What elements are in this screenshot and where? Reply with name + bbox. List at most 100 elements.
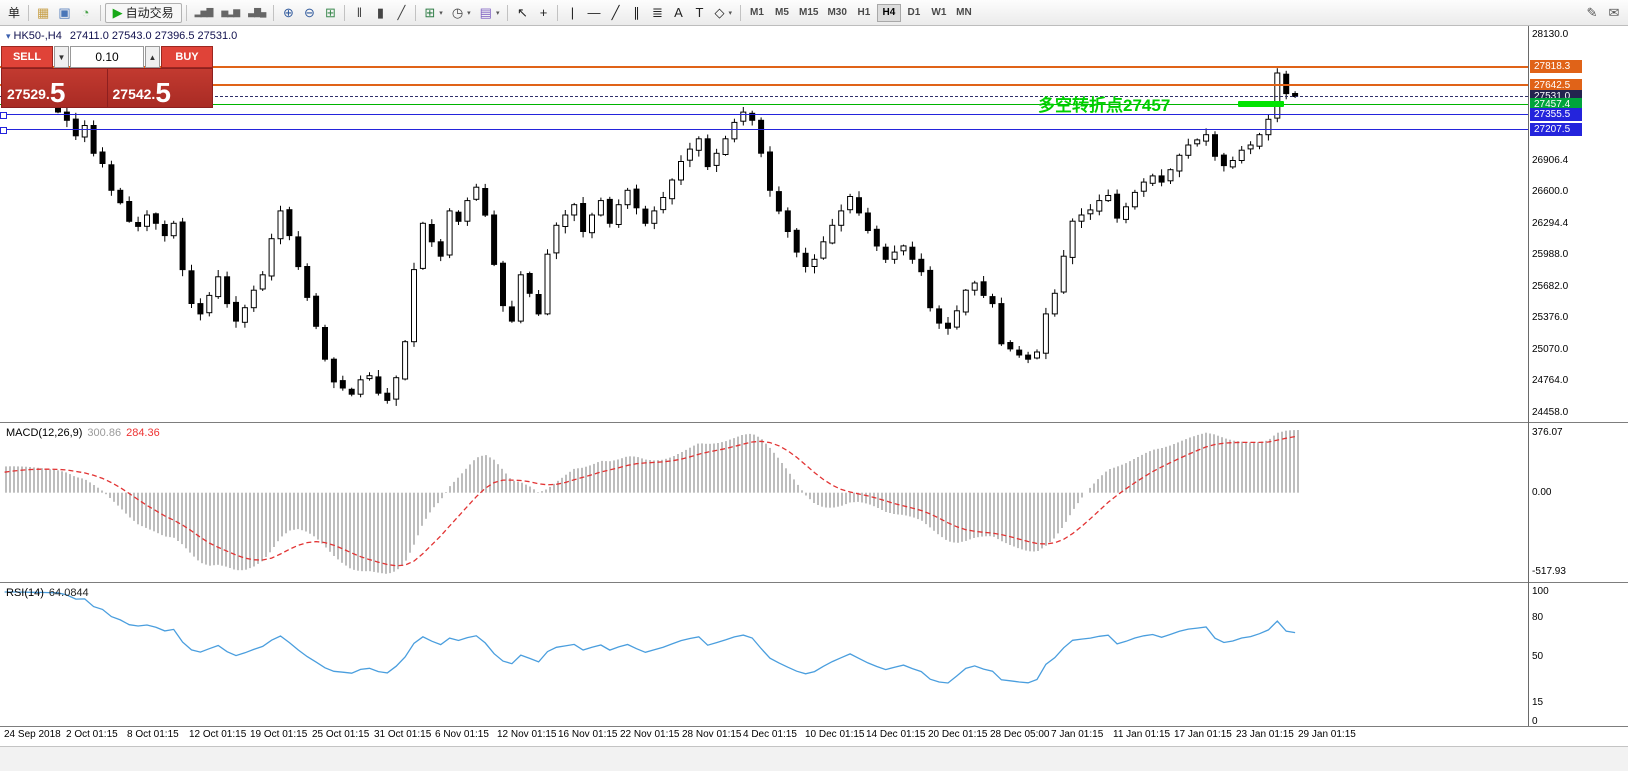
indicator-window-button[interactable]: ▅▂▆: [217, 3, 243, 23]
new-order-button[interactable]: 单: [4, 3, 24, 23]
buy-price[interactable]: 27542. 5: [106, 69, 213, 109]
price-level-badge: 27457.4: [1530, 98, 1582, 111]
objects-list-button[interactable]: ▃▇▄: [244, 3, 269, 23]
toolbar-separator: [740, 4, 741, 21]
template-selector-button[interactable]: ▤ ▾: [476, 3, 504, 23]
date-label: 29 Jan 01:15: [1298, 729, 1356, 740]
line-handle[interactable]: [0, 112, 7, 119]
date-label: 28 Dec 05:00: [990, 729, 1050, 740]
text-label-tool-button[interactable]: T: [689, 3, 709, 23]
horizontal-level-line[interactable]: [0, 103, 1528, 105]
volume-input[interactable]: [70, 46, 144, 68]
timeframe-w1-button[interactable]: W1: [927, 4, 951, 22]
horizontal-level-line[interactable]: [0, 129, 1528, 131]
bar-chart-mode-button[interactable]: ‖: [349, 3, 369, 23]
timeframe-mn-button[interactable]: MN: [952, 4, 976, 22]
message-button[interactable]: ✉: [1604, 3, 1624, 23]
horizontal-level-line[interactable]: [0, 84, 1528, 86]
compose-button[interactable]: ✎: [1582, 3, 1602, 23]
annotation-text[interactable]: 多空转折点27457: [1038, 96, 1171, 115]
indicator-list-button[interactable]: ▂▅▇: [191, 3, 217, 23]
timeframe-h1-button[interactable]: H1: [852, 4, 876, 22]
date-label: 12 Oct 01:15: [189, 729, 247, 740]
vertical-line-tool-button[interactable]: |: [562, 3, 582, 23]
buy-price-big-digit: 5: [155, 77, 171, 109]
turning-point-marker[interactable]: [1238, 101, 1284, 107]
volume-decrease-button[interactable]: ▼: [54, 46, 69, 68]
line-handle[interactable]: [0, 127, 7, 134]
timeframe-h4-button[interactable]: H4: [876, 3, 901, 22]
crosshair-tool-button[interactable]: +: [533, 3, 553, 23]
trade-prices-row: 27529. 5 27542. 5: [1, 68, 213, 108]
date-label: 16 Nov 01:15: [558, 729, 618, 740]
navigator-button[interactable]: ◔: [76, 3, 96, 23]
sell-price-main: 27529.: [7, 86, 50, 102]
date-label: 31 Oct 01:15: [374, 729, 432, 740]
price-level-badge: 27818.3: [1530, 60, 1582, 73]
buy-button[interactable]: BUY: [161, 46, 213, 68]
volume-increase-button[interactable]: ▲: [145, 46, 160, 68]
timeframe-d1-button[interactable]: D1: [902, 4, 926, 22]
timeframe-m30-button[interactable]: M30: [823, 4, 850, 22]
text-tool-button[interactable]: A: [668, 3, 688, 23]
macd-label: MACD(12,26,9) 300.86 284.36: [6, 427, 160, 439]
sell-button[interactable]: SELL: [1, 46, 53, 68]
data-window-button[interactable]: ▣: [54, 3, 74, 23]
new-chart-button[interactable]: ⊞ ▾: [420, 3, 446, 23]
chart-title: ▾ HK50-,H4 27411.0 27543.0 27396.5 27531.…: [6, 30, 237, 42]
fibonacci-tool-icon: ≣: [652, 5, 663, 20]
cursor-tool-button[interactable]: ↖: [512, 3, 532, 23]
zoom-in-button[interactable]: ⊕: [278, 3, 298, 23]
timeframe-m1-button[interactable]: M1: [745, 4, 769, 22]
compose-icon: ✎: [1586, 5, 1598, 20]
message-icon: ✉: [1608, 5, 1620, 20]
date-label: 23 Jan 01:15: [1236, 729, 1294, 740]
indicator-list-icon: ▂▅▇: [194, 7, 214, 17]
price-level-badge: 27355.5: [1530, 108, 1582, 121]
date-label: 7 Jan 01:15: [1051, 729, 1104, 740]
candlestick-mode-button[interactable]: ▮: [370, 3, 390, 23]
macd-signal-value: 284.36: [126, 427, 160, 439]
toolbar-separator: [415, 4, 417, 21]
new-chart-icon: ⊞: [424, 5, 436, 20]
horizontal-level-line[interactable]: [0, 96, 1528, 97]
sell-price[interactable]: 27529. 5: [2, 69, 107, 107]
autotrading-button[interactable]: ▶ 自动交易: [104, 2, 182, 23]
zoom-in-icon: ⊕: [282, 5, 294, 20]
horizontal-level-line[interactable]: [0, 65, 1528, 68]
fibonacci-tool-button[interactable]: ≣: [647, 3, 667, 23]
toolbar-separator: [557, 4, 559, 21]
period-selector-button[interactable]: ◷ ▾: [448, 3, 475, 23]
text-tool-icon: A: [674, 5, 683, 20]
navigator-icon: ◔: [81, 5, 90, 20]
rsi-label: RSI(14) 64.0844: [6, 587, 89, 599]
price-tick: 26906.4: [1532, 155, 1569, 166]
channel-tool-button[interactable]: ∥: [626, 3, 646, 23]
rsi-tick: 50: [1532, 651, 1544, 662]
toolbar-separator: [507, 4, 509, 21]
chart-ohlc-values: 27411.0 27543.0 27396.5 27531.0: [69, 30, 238, 42]
price-level-badge: 27642.5: [1530, 79, 1582, 92]
timeframe-m15-button[interactable]: M15: [795, 4, 822, 22]
panel-separator-macd[interactable]: [0, 422, 1628, 423]
crosshair-tool-icon: +: [539, 5, 548, 20]
date-label: 4 Dec 01:15: [743, 729, 797, 740]
panel-separator-rsi[interactable]: [0, 582, 1628, 583]
line-chart-mode-button[interactable]: ╱: [391, 3, 411, 23]
market-watch-button[interactable]: ▦: [33, 3, 53, 23]
date-label: 24 Sep 2018: [4, 729, 61, 740]
objects-list-icon: ▃▇▄: [248, 7, 266, 17]
shapes-tool-button[interactable]: ◇ ▾: [710, 3, 736, 23]
timeframe-m5-button[interactable]: M5: [770, 4, 794, 22]
main-toolbar: 单 ▦ ▣ ◔ ▶ 自动交易 ▂▅▇ ▅▂▆ ▃▇▄ ⊕ ⊖ ⊞ ‖ ▮ ╱ ⊞ ▾ ◷ ▾ ▤ ▾ ↖ + | — ╱ ∥ ≣ A T ◇…: [0, 0, 1628, 26]
trendline-tool-button[interactable]: ╱: [605, 3, 625, 23]
line-chart-mode-icon: ╱: [397, 5, 406, 20]
zoom-out-button[interactable]: ⊖: [299, 3, 319, 23]
price-tick: 24764.0: [1532, 375, 1569, 386]
macd-tick: 0.00: [1532, 487, 1552, 498]
date-axis-separator: [0, 726, 1628, 727]
rsi-tick: 80: [1532, 612, 1544, 623]
tile-windows-button[interactable]: ⊞: [320, 3, 340, 23]
horizontal-line-tool-button[interactable]: —: [583, 3, 604, 23]
horizontal-level-line[interactable]: [0, 114, 1528, 116]
